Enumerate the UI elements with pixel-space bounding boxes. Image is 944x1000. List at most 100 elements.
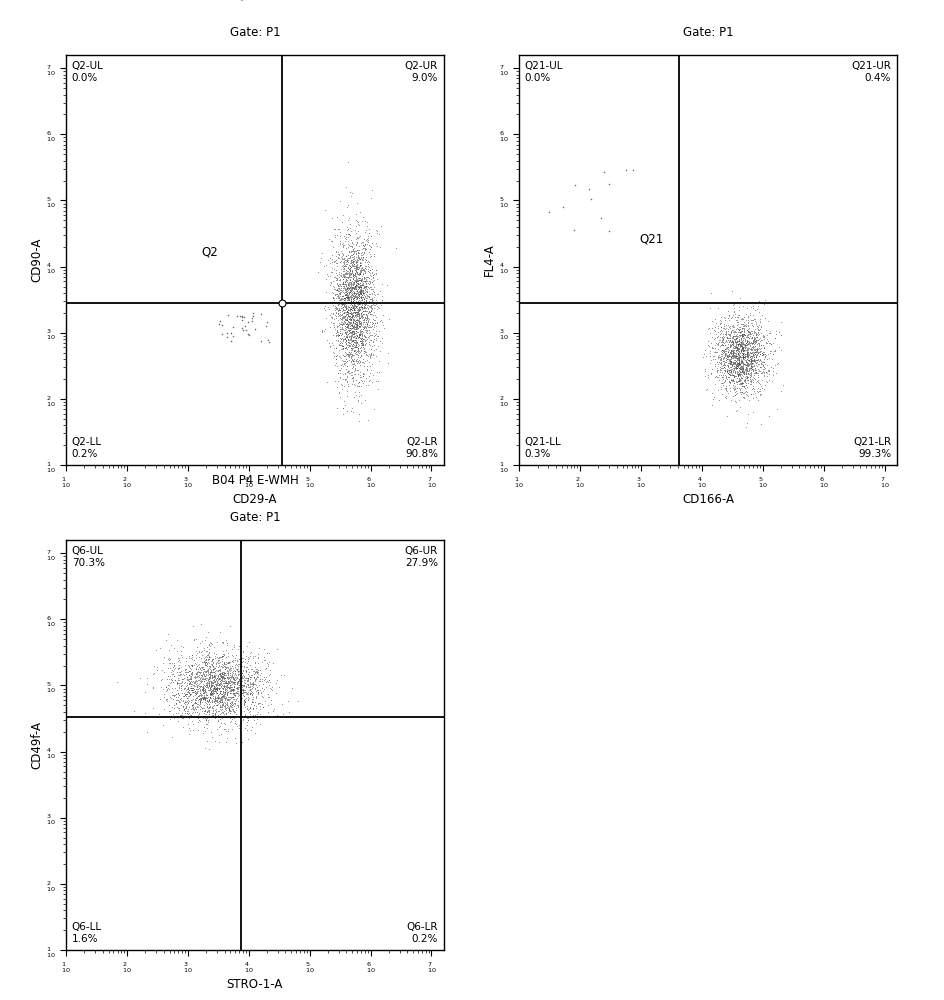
- Point: [734, 367, 750, 383]
- Point: [738, 352, 753, 368]
- Point: [749, 357, 764, 373]
- Point: [346, 300, 361, 316]
- Point: [344, 308, 359, 324]
- Point: [244, 719, 260, 735]
- Point: [350, 266, 365, 282]
- Point: [222, 680, 237, 696]
- Point: [343, 279, 358, 295]
- Point: [735, 340, 750, 356]
- Point: [380, 345, 396, 361]
- Point: [363, 303, 379, 319]
- Point: [324, 274, 339, 290]
- Point: [731, 356, 746, 372]
- Point: [198, 703, 213, 719]
- Point: [205, 700, 220, 716]
- Point: [723, 344, 738, 360]
- Point: [741, 363, 756, 379]
- Point: [201, 675, 216, 691]
- Point: [739, 306, 754, 322]
- Point: [329, 340, 344, 356]
- Point: [714, 352, 729, 368]
- Point: [211, 712, 226, 728]
- Point: [745, 353, 760, 369]
- Point: [364, 265, 379, 281]
- Point: [221, 701, 236, 717]
- Point: [724, 371, 739, 387]
- Point: [329, 332, 344, 348]
- Point: [160, 681, 175, 697]
- Point: [738, 318, 753, 334]
- Point: [732, 335, 747, 351]
- Point: [726, 317, 741, 333]
- Point: [726, 331, 741, 347]
- Point: [326, 305, 341, 321]
- Point: [355, 308, 370, 324]
- Point: [731, 364, 746, 380]
- Point: [344, 306, 359, 322]
- Point: [202, 691, 217, 707]
- Point: [360, 269, 375, 285]
- Point: [733, 359, 748, 375]
- Point: [226, 703, 241, 719]
- Point: [195, 680, 211, 696]
- Point: [249, 688, 264, 704]
- Point: [338, 299, 353, 315]
- Point: [742, 369, 757, 385]
- Point: [360, 299, 375, 315]
- Point: [167, 655, 182, 671]
- Point: [362, 249, 378, 265]
- Point: [339, 341, 354, 357]
- Point: [358, 392, 373, 408]
- Point: [346, 343, 362, 359]
- Point: [744, 341, 759, 357]
- Point: [190, 681, 205, 697]
- Point: [234, 668, 249, 684]
- Point: [717, 372, 733, 388]
- Point: [340, 306, 355, 322]
- Point: [350, 293, 365, 309]
- Point: [732, 302, 747, 318]
- Point: [186, 680, 201, 696]
- Point: [351, 279, 366, 295]
- Point: [351, 259, 366, 275]
- Point: [744, 330, 759, 346]
- Point: [752, 314, 767, 330]
- Point: [336, 340, 351, 356]
- Point: [336, 331, 351, 347]
- Point: [726, 364, 741, 380]
- Point: [228, 704, 243, 720]
- Point: [348, 343, 363, 359]
- Point: [191, 710, 206, 726]
- Point: [203, 689, 218, 705]
- Point: [258, 674, 273, 690]
- Point: [750, 329, 765, 345]
- Point: [707, 323, 722, 339]
- Point: [229, 680, 244, 696]
- Point: [353, 262, 368, 278]
- Point: [159, 632, 174, 648]
- Point: [211, 655, 226, 671]
- Point: [361, 329, 376, 345]
- Point: [328, 373, 343, 389]
- Point: [338, 348, 353, 364]
- Point: [358, 213, 373, 229]
- Point: [362, 317, 377, 333]
- Point: [194, 673, 210, 689]
- Point: [189, 684, 204, 700]
- Point: [349, 362, 364, 378]
- Point: [358, 270, 373, 286]
- Point: [741, 375, 756, 391]
- Point: [340, 226, 355, 242]
- Point: [713, 316, 728, 332]
- Point: [171, 686, 186, 702]
- Point: [350, 252, 365, 268]
- Point: [735, 349, 750, 365]
- Point: [334, 306, 349, 322]
- Point: [358, 269, 373, 285]
- Point: [721, 348, 736, 364]
- Point: [359, 249, 374, 265]
- Point: [737, 317, 752, 333]
- Point: [211, 676, 227, 692]
- Point: [751, 326, 767, 342]
- Y-axis label: CD49f-A: CD49f-A: [30, 721, 43, 769]
